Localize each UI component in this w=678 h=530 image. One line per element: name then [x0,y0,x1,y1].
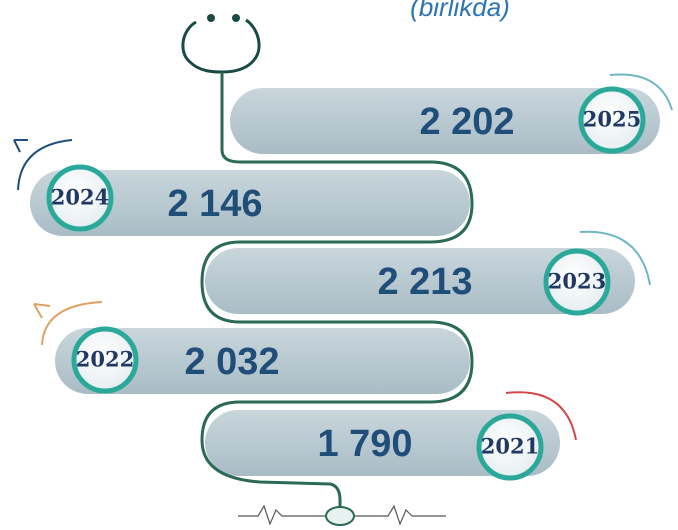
year-badge [476,413,544,481]
stethoscope [181,18,261,74]
year-label: 2024 [51,185,109,210]
bar [205,248,635,314]
stethoscope-tube [200,72,474,508]
year-label: 2025 [583,107,641,132]
value-label: 2 213 [377,261,472,303]
earpiece [207,14,215,22]
value-label: 2 202 [419,101,514,143]
value-label: 2 032 [184,341,279,383]
year-label: 2022 [76,347,134,372]
ecg-line [238,504,326,526]
year-label: 2023 [548,269,606,294]
deco-arc [609,73,673,111]
subtitle: (birlikda) [410,0,510,22]
year-badge [46,164,114,232]
bar [55,328,470,394]
deco-arrow [13,139,28,153]
deco-arrow [33,303,51,319]
deco-arc [41,301,103,346]
bar [205,410,560,476]
year-badge [543,248,611,316]
chestpiece [325,506,355,526]
value-label: 2 146 [167,183,262,225]
year-badge [71,326,139,394]
year-label: 2021 [481,434,539,459]
deco-arc [579,230,651,286]
value-label: 1 790 [317,423,412,465]
ecg-line [354,504,446,526]
bar [30,170,470,236]
deco-arc [505,391,577,441]
earpiece [232,14,240,22]
bar [230,88,660,154]
year-badge [578,86,646,154]
deco-arc [17,139,73,191]
